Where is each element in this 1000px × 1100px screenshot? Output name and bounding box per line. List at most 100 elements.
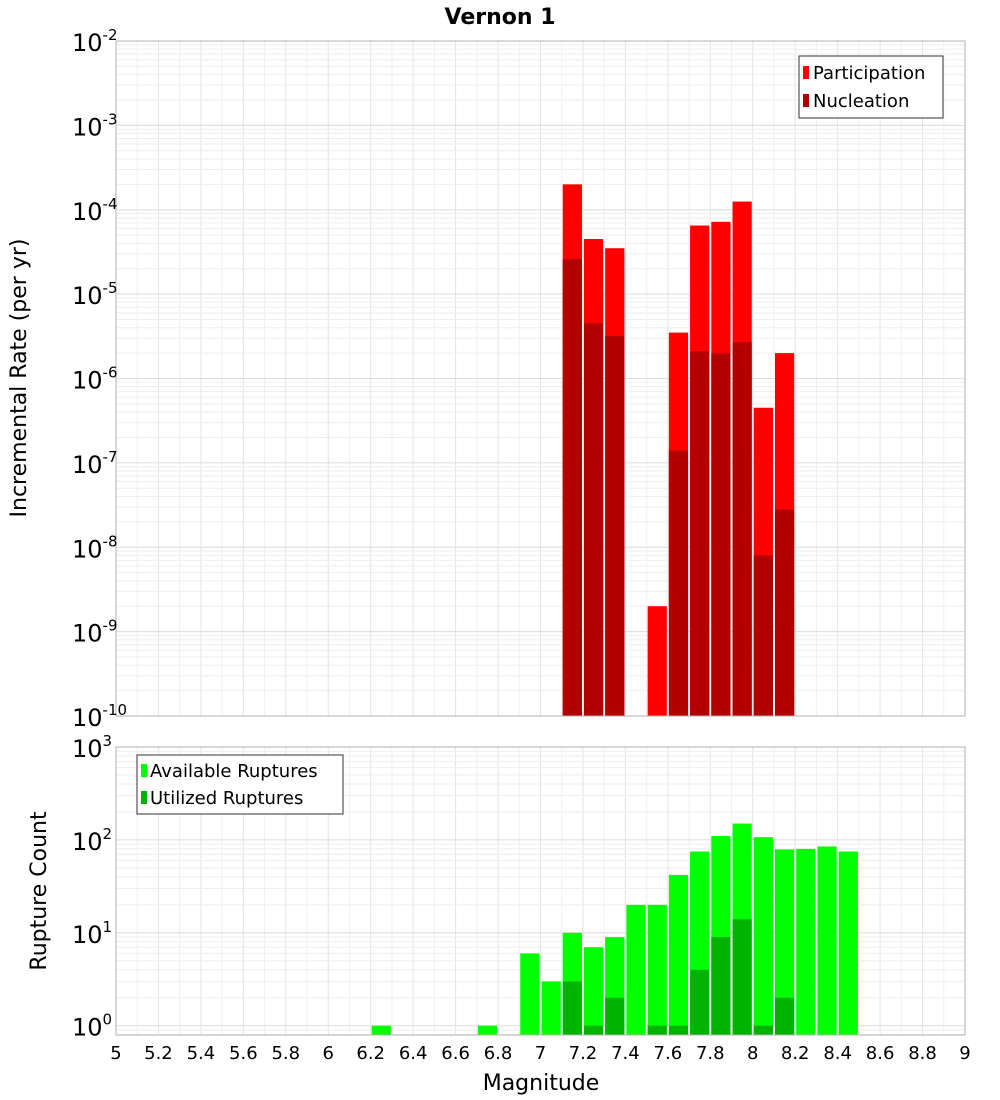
participation-legend-label: Participation — [813, 63, 925, 84]
counts-bar-available-ruptures — [796, 848, 816, 1035]
rates-y-tick-label: 10-3 — [72, 110, 118, 141]
counts-y-tick-exponent: 2 — [103, 825, 113, 843]
rates-y-tick-exponent: -7 — [103, 448, 118, 466]
counts-bar-available-ruptures — [838, 851, 858, 1035]
rates-y-tick-exponent: -5 — [103, 279, 118, 297]
x-tick-label: 8 — [747, 1043, 758, 1064]
x-tick-label: 7.2 — [569, 1043, 598, 1064]
available-legend-label: Available Ruptures — [150, 761, 318, 782]
rates-y-tick-exponent: -9 — [103, 617, 118, 635]
counts-bar-available-ruptures — [520, 953, 540, 1035]
counts-bars — [371, 823, 858, 1035]
counts-bar-available-ruptures — [626, 904, 646, 1035]
x-tick-label: 7 — [535, 1043, 546, 1064]
counts-bar-available-ruptures — [541, 981, 561, 1035]
counts-y-tick-label: 100 — [72, 1011, 112, 1042]
rates-y-tick-label: 10-4 — [72, 195, 118, 226]
rates-y-axis-title: Incremental Rate (per yr) — [7, 239, 32, 518]
rates-bars — [562, 184, 795, 717]
rates-bar-nucleation — [562, 259, 582, 716]
counts-bar-available-ruptures — [583, 947, 604, 1035]
x-tick-label: 5.6 — [229, 1043, 258, 1064]
counts-y-tick-exponent: 3 — [103, 732, 113, 750]
rates-plot-frame — [115, 40, 966, 717]
x-tick-label: 8.4 — [823, 1043, 852, 1064]
rates-y-tick-label: 10-6 — [72, 364, 118, 395]
nucleation-legend-swatch — [803, 94, 809, 107]
x-axis-title: Magnitude — [483, 1071, 600, 1096]
counts-bar-utilized-ruptures — [562, 981, 582, 1035]
rates-y-tick-exponent: -8 — [103, 532, 118, 550]
x-tick-label: 6.8 — [484, 1043, 513, 1064]
rates-y-tick-exponent: -10 — [103, 701, 128, 719]
counts-bar-available-ruptures — [817, 846, 837, 1035]
counts-plot-frame — [115, 746, 966, 1036]
rates-bar-nucleation — [690, 351, 710, 716]
x-tick-label: 5 — [110, 1043, 121, 1064]
rates-y-tick-exponent: -2 — [103, 26, 118, 44]
rates-y-tick-label: 10-8 — [72, 532, 118, 563]
rates-bar-nucleation — [732, 342, 752, 716]
utilized-legend-label: Utilized Ruptures — [150, 788, 303, 809]
x-tick-label: 6.4 — [399, 1043, 428, 1064]
x-tick-label: 5.8 — [271, 1043, 300, 1064]
rates-legend: Participation Nucleation — [798, 55, 944, 119]
x-tick-label: 6.2 — [356, 1043, 385, 1064]
counts-bar-available-ruptures — [774, 849, 795, 1035]
counts-bar-utilized-ruptures — [690, 969, 710, 1035]
rates-gridlines — [115, 41, 966, 717]
participation-legend-swatch — [803, 66, 809, 79]
x-tick-label: 8.6 — [866, 1043, 895, 1064]
x-tick-label: 8.2 — [781, 1043, 810, 1064]
x-tick-label: 6.6 — [441, 1043, 470, 1064]
x-tick-label: 7.8 — [696, 1043, 725, 1064]
counts-y-tick-label: 103 — [72, 732, 112, 763]
x-tick-labels: 5 5.2 5.4 5.6 5.8 6 6.2 6.4 6.6 6.8 7 7.2 7.4 7.6 7.8 8… — [110, 1043, 970, 1064]
rates-bar-nucleation — [753, 555, 773, 716]
counts-bar-utilized-ruptures — [668, 1025, 689, 1035]
counts-y-tick-exponent: 1 — [103, 918, 113, 936]
counts-bar-available-ruptures — [753, 837, 773, 1035]
rates-y-tick-labels: 10-2 10-3 10-4 10-5 10-6 10-7 10-8 10-9 10-10 — [72, 26, 127, 732]
counts-y-axis-title: Rupture Count — [27, 811, 52, 971]
nucleation-legend-label: Nucleation — [813, 91, 909, 112]
rates-bar-nucleation — [583, 323, 604, 716]
counts-legend: Available Ruptures Utilized Ruptures — [136, 754, 344, 815]
rates-bar-nucleation — [711, 353, 731, 716]
counts-bar-available-ruptures — [647, 904, 667, 1035]
rates-y-tick-label: 10-9 — [72, 617, 118, 648]
rates-y-tick-exponent: -4 — [103, 195, 118, 213]
rates-bar-participation — [647, 606, 667, 716]
x-tick-label: 7.6 — [654, 1043, 683, 1064]
rates-y-tick-label: 10-7 — [72, 448, 118, 479]
rates-legend-box — [798, 55, 944, 119]
counts-bar-utilized-ruptures — [711, 937, 731, 1035]
utilized-legend-swatch — [141, 791, 147, 804]
counts-bar-available-ruptures — [371, 1025, 391, 1035]
rates-y-tick-exponent: -3 — [103, 110, 118, 128]
counts-bar-available-ruptures — [477, 1025, 498, 1035]
x-tick-label: 5.2 — [144, 1043, 173, 1064]
counts-bar-utilized-ruptures — [583, 1025, 604, 1035]
rates-panel: 10-2 10-3 10-4 10-5 10-6 10-7 10-8 10-9 10-10 In… — [7, 26, 966, 732]
rates-y-tick-exponent: -6 — [103, 364, 118, 382]
counts-y-tick-label: 102 — [72, 825, 112, 856]
rates-bar-nucleation — [668, 450, 689, 716]
counts-y-tick-exponent: 0 — [103, 1011, 113, 1029]
counts-bar-utilized-ruptures — [647, 1025, 667, 1035]
x-tick-label: 7.4 — [611, 1043, 640, 1064]
rates-y-tick-label: 10-2 — [72, 26, 118, 57]
counts-bar-available-ruptures — [668, 874, 689, 1035]
available-legend-swatch — [141, 764, 147, 777]
counts-legend-box — [136, 754, 344, 815]
x-tick-label: 9 — [959, 1043, 970, 1064]
chart-title: Vernon 1 — [445, 5, 556, 30]
counts-bar-utilized-ruptures — [753, 1025, 773, 1035]
counts-y-tick-label: 101 — [72, 918, 112, 949]
counts-bar-utilized-ruptures — [732, 919, 752, 1035]
rates-y-tick-label: 10-5 — [72, 279, 118, 310]
counts-bar-utilized-ruptures — [774, 997, 795, 1035]
